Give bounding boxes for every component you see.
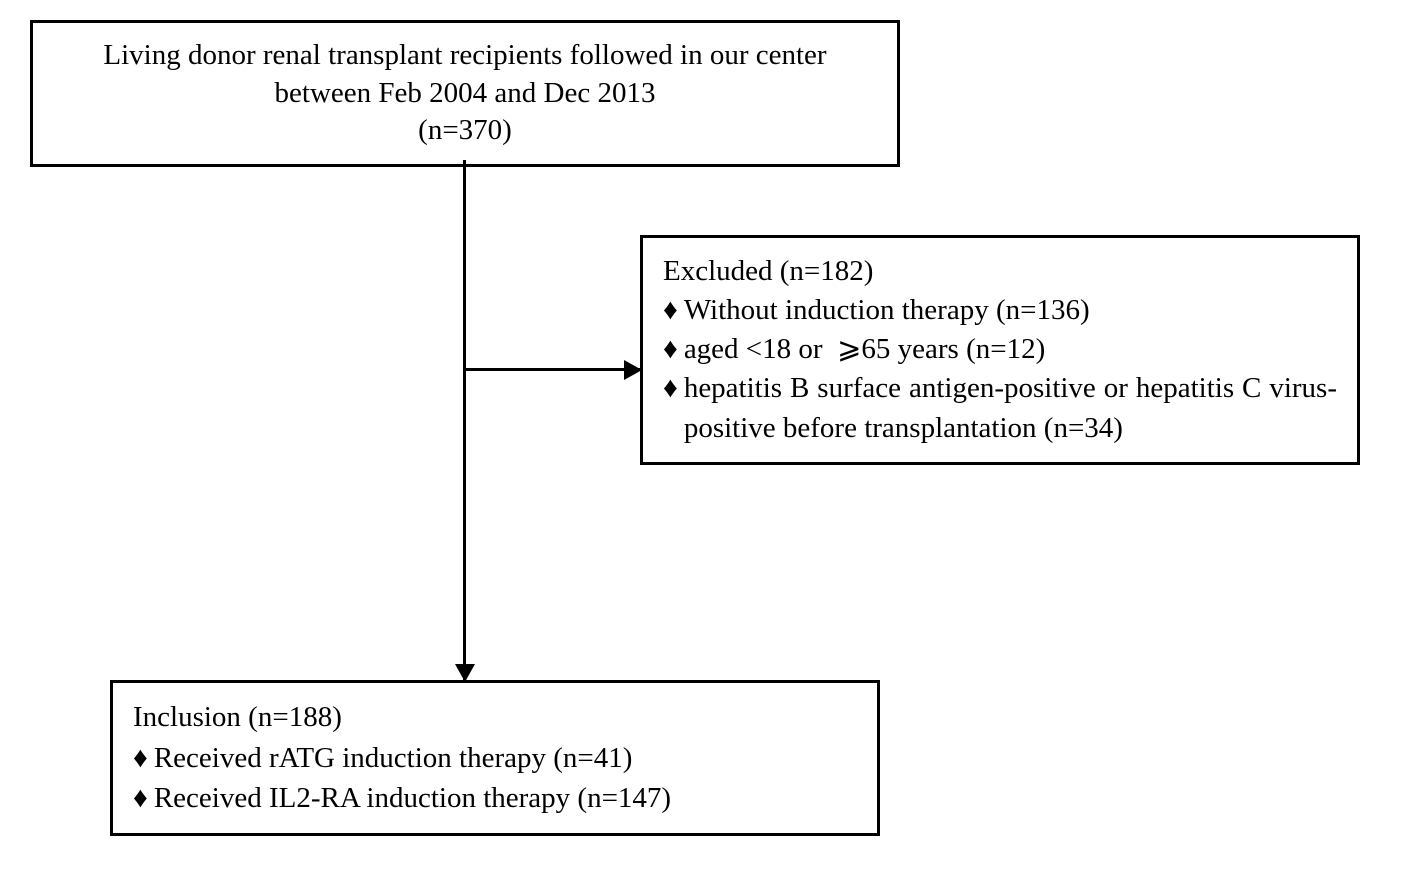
excluded-bullet-2: ♦ aged <18 or ⩾65 years (n=12) — [663, 330, 1337, 369]
included-heading: Inclusion (n=188) — [133, 697, 857, 738]
excluded-bullet-1: ♦ Without induction therapy (n=136) — [663, 291, 1337, 330]
node-included: Inclusion (n=188) ♦ Received rATG induct… — [110, 680, 880, 836]
included-bullet-2: ♦ Received IL2-RA induction therapy (n=1… — [133, 778, 857, 819]
excluded-bullet-3-text: hepatitis B surface antigen-positive or … — [684, 369, 1337, 447]
excluded-bullet-3: ♦ hepatitis B surface antigen-positive o… — [663, 369, 1337, 447]
node-excluded: Excluded (n=182) ♦ Without induction the… — [640, 235, 1360, 465]
top-line1: Living donor renal transplant recipients… — [53, 37, 877, 75]
node-initial-population: Living donor renal transplant recipients… — [30, 20, 900, 167]
top-line2: between Feb 2004 and Dec 2013 — [53, 75, 877, 113]
diamond-bullet-icon: ♦ — [663, 330, 678, 369]
included-bullet-1: ♦ Received rATG induction therapy (n=41) — [133, 738, 857, 779]
excluded-bullet-1-text: Without induction therapy (n=136) — [684, 291, 1337, 330]
diamond-bullet-icon: ♦ — [663, 369, 678, 408]
diamond-bullet-icon: ♦ — [663, 291, 678, 330]
excluded-bullet-2-text: aged <18 or ⩾65 years (n=12) — [684, 330, 1337, 369]
diamond-bullet-icon: ♦ — [133, 738, 148, 779]
arrow-down — [463, 160, 466, 680]
flowchart-container: Living donor renal transplant recipients… — [0, 0, 1418, 896]
included-bullet-1-text: Received rATG induction therapy (n=41) — [154, 738, 633, 779]
arrow-right — [463, 368, 640, 371]
diamond-bullet-icon: ♦ — [133, 778, 148, 819]
excluded-heading: Excluded (n=182) — [663, 252, 1337, 291]
included-bullet-2-text: Received IL2-RA induction therapy (n=147… — [154, 778, 671, 819]
top-line3: (n=370) — [53, 112, 877, 150]
